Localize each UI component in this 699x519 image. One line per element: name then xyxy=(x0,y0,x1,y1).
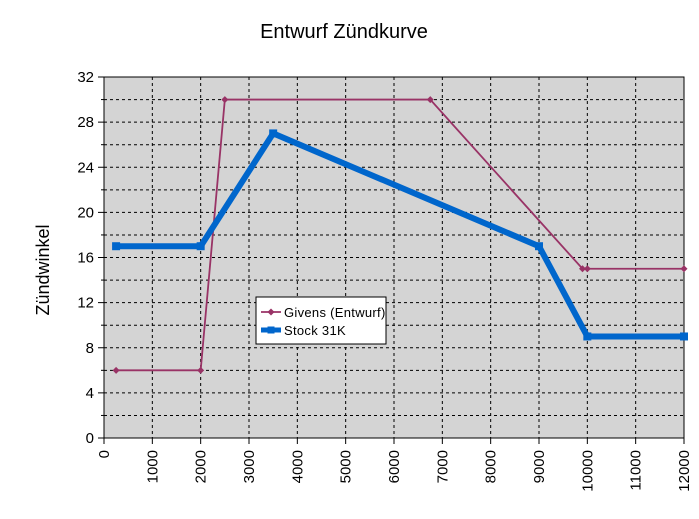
y-tick-label: 12 xyxy=(77,295,94,312)
x-tick-label: 8000 xyxy=(483,450,500,483)
series-1-point xyxy=(579,265,586,273)
x-tick-label: 6000 xyxy=(386,450,403,483)
y-tick-label: 8 xyxy=(86,340,94,357)
series-line-2 xyxy=(116,129,684,340)
legend-marker-1 xyxy=(267,308,275,316)
series-1-point xyxy=(426,96,434,104)
y-axis-label: Zündwinkel xyxy=(33,224,53,315)
x-tick-label: 3000 xyxy=(241,450,258,483)
x-tick-label: 1000 xyxy=(144,450,161,483)
legend-label-1: Givens (Entwurf) xyxy=(284,305,386,320)
y-tick-label: 24 xyxy=(77,159,94,176)
x-tick-label: 2000 xyxy=(193,450,210,483)
y-tick-label: 28 xyxy=(77,114,94,131)
y-tick-label: 16 xyxy=(77,250,94,267)
x-tick-label: 0 xyxy=(96,450,113,458)
x-tick-label: 11000 xyxy=(628,450,645,491)
x-tick-label: 9000 xyxy=(531,450,548,483)
y-tick-label: 4 xyxy=(86,385,94,402)
series-2-point xyxy=(269,129,278,138)
legend-label-2: Stock 31K xyxy=(284,323,346,338)
series-2-point xyxy=(535,242,543,251)
legend-box xyxy=(255,296,387,345)
x-tick-label: 4000 xyxy=(289,450,306,483)
chart-title: Entwurf Zündkurve xyxy=(260,21,428,43)
y-tick-label: 20 xyxy=(77,204,94,221)
series-2-point xyxy=(583,332,592,341)
x-tick-label: 7000 xyxy=(434,450,451,483)
series-2-point xyxy=(112,242,121,251)
series-2-point xyxy=(680,332,688,341)
x-tick-label: 10000 xyxy=(579,450,596,492)
series-1-point xyxy=(197,366,205,374)
series-1-point xyxy=(221,96,229,104)
series-1-point xyxy=(112,366,120,374)
legend-marker-2 xyxy=(267,326,275,334)
x-tick-label: 12000 xyxy=(676,450,693,492)
series-1-point xyxy=(583,265,591,273)
x-tick-label: 5000 xyxy=(338,450,355,483)
series-1-point xyxy=(680,265,688,273)
y-tick-label: 32 xyxy=(77,69,94,86)
series-2-point xyxy=(196,242,205,251)
y-tick-label: 0 xyxy=(86,430,94,447)
